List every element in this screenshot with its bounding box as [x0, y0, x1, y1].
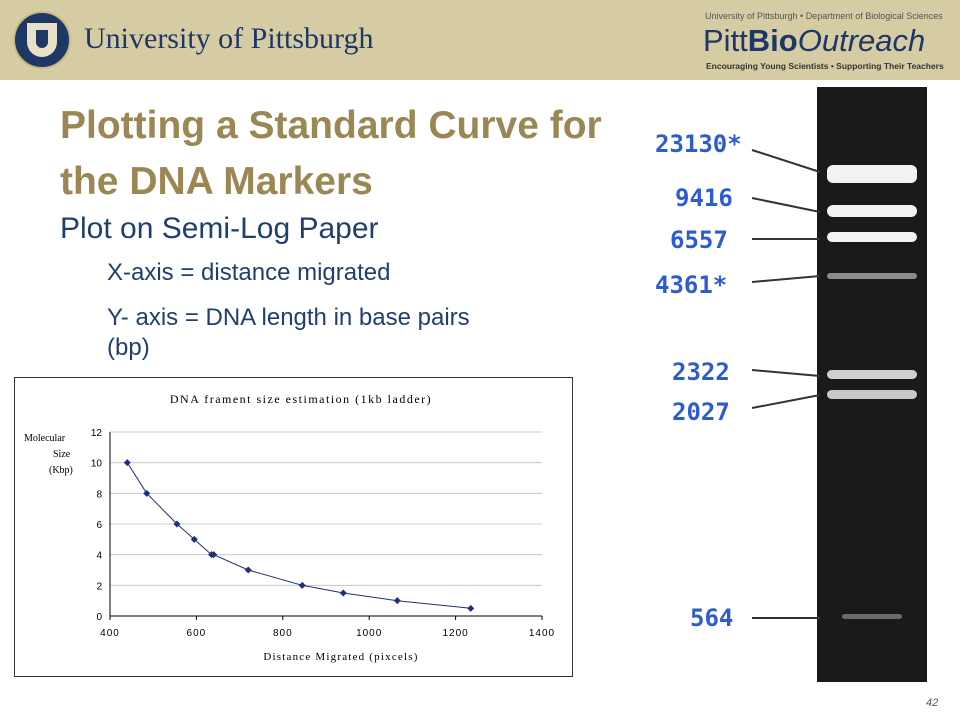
chart-title: DNA frament size estimation (1kb ladder)	[170, 392, 432, 406]
header-bar: University of Pittsburgh University of P…	[0, 0, 960, 80]
slide-subtitle: Plot on Semi-Log Paper	[60, 212, 379, 245]
x-axis-label: Distance Migrated (pixcels)	[263, 651, 418, 663]
y-tick-label: 2	[96, 581, 102, 592]
x-tick-label: 1200	[442, 628, 468, 639]
data-point	[173, 520, 181, 528]
pittbio-outreach-logo: PittBioOutreach	[703, 23, 926, 58]
page-number: 42	[926, 697, 939, 709]
marker-label-23130: 23130*	[655, 130, 742, 158]
standard-curve-chart: DNA frament size estimation (1kb ladder)…	[14, 377, 573, 677]
y-axis-label-line3: (Kbp)	[49, 465, 73, 476]
gel-band-23130	[827, 165, 917, 183]
bullet-y-axis: Y- axis = DNA length in base pairs	[107, 304, 470, 331]
bullet-x-axis: X-axis = distance migrated	[107, 259, 391, 286]
data-point	[143, 489, 151, 497]
chart-svg: DNA frament size estimation (1kb ladder)…	[24, 392, 555, 663]
y-tick-label: 10	[91, 459, 103, 470]
gel-lane	[817, 87, 927, 682]
bullet-bp: (bp)	[107, 334, 150, 361]
y-tick-label: 12	[91, 428, 103, 439]
x-tick-label: 1400	[529, 628, 555, 639]
data-point	[298, 581, 306, 589]
marker-label-564: 564	[690, 604, 734, 632]
university-seal-icon	[13, 11, 71, 69]
gel-band-4361	[827, 273, 917, 279]
data-point	[210, 551, 218, 559]
gel-band-564	[842, 614, 902, 619]
slide-title: Plotting a Standard Curve for the DNA Ma…	[60, 104, 602, 203]
data-point	[339, 589, 347, 597]
y-axis-label-line1: Molecular	[24, 433, 66, 444]
marker-label-6557: 6557	[670, 226, 728, 254]
data-point	[190, 535, 198, 543]
marker-label-9416: 9416	[675, 184, 733, 212]
y-tick-label: 6	[96, 520, 102, 531]
outreach-tagline: Encouraging Young Scientists • Supportin…	[706, 61, 944, 71]
gel-band-6557	[827, 232, 917, 242]
marker-label-2322: 2322	[672, 358, 730, 386]
gel-band-2027	[827, 390, 917, 399]
gel-band-9416	[827, 205, 917, 217]
university-name: University of Pittsburgh	[84, 22, 374, 55]
data-point	[244, 566, 252, 574]
marker-label-2027: 2027	[672, 398, 730, 426]
data-point	[393, 597, 401, 605]
x-tick-label: 400	[100, 628, 120, 639]
x-tick-label: 1000	[356, 628, 382, 639]
y-axis-label-line2: Size	[53, 449, 71, 460]
gel-band-2322	[827, 370, 917, 379]
y-tick-label: 0	[96, 612, 102, 623]
department-line: University of Pittsburgh • Department of…	[705, 11, 943, 21]
y-tick-label: 4	[96, 551, 102, 562]
y-tick-label: 8	[96, 489, 102, 500]
x-tick-label: 800	[273, 628, 293, 639]
x-tick-label: 600	[187, 628, 207, 639]
data-point	[123, 459, 131, 467]
marker-label-4361: 4361*	[655, 271, 728, 299]
data-point	[467, 604, 475, 612]
